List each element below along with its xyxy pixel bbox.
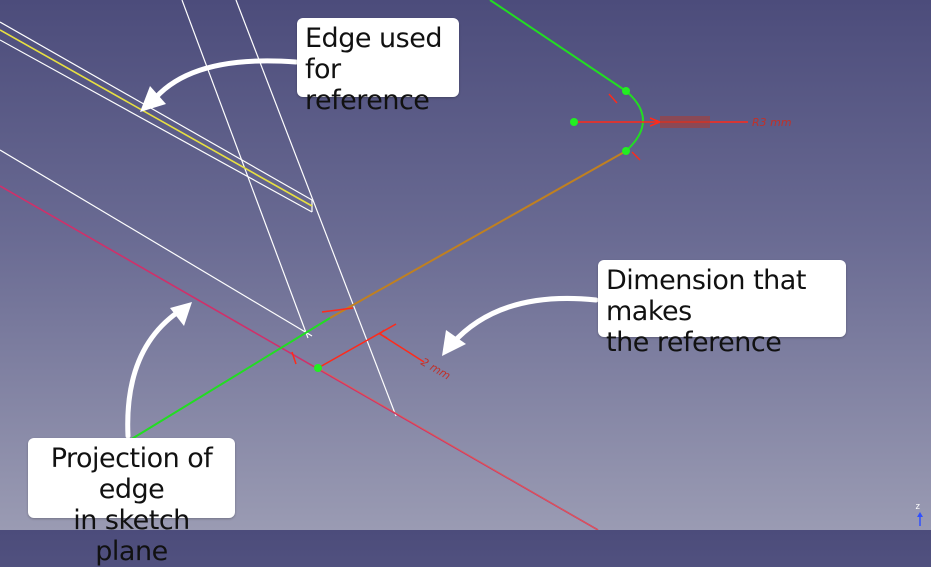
coincident-tick	[291, 351, 297, 365]
radius-dimension-label: R3 mm	[752, 116, 792, 129]
fillet-tick-bottom	[631, 151, 641, 161]
z-axis-label: z	[915, 502, 921, 512]
callout-dimension: Dimension that makes the reference	[598, 260, 846, 358]
sketch-line-bottom-upper	[329, 150, 627, 319]
arrow-projection	[125, 309, 181, 439]
arrowhead-projection	[170, 302, 192, 326]
reference-edge	[0, 29, 313, 207]
edge-upper-2	[0, 39, 313, 213]
sketch-points	[314, 87, 630, 372]
callout-edge-reference: Edge used for reference	[297, 18, 459, 116]
callout-arrowheads	[140, 86, 466, 356]
callout-projection: Projection of edge in sketch plane	[28, 438, 235, 567]
fillet-tick-top	[608, 93, 618, 104]
sketch-fillet-arc	[625, 90, 644, 152]
callout-edge-reference-line2: reference	[305, 85, 430, 116]
sketch-line-top	[489, 0, 627, 92]
arrow-dimension	[449, 295, 599, 347]
projection-point[interactable]	[314, 364, 322, 372]
callout-projection-line2: in sketch plane	[73, 505, 190, 567]
edge-lower	[0, 149, 313, 337]
arrow-edge-reference	[149, 58, 299, 105]
edge-vertical-2	[235, 0, 397, 417]
callout-arrows	[125, 58, 599, 439]
distance-dim-line	[379, 333, 425, 363]
red-extension-long	[317, 367, 599, 530]
callout-dimension-line1: Dimension that makes	[606, 265, 806, 327]
arc-start-point[interactable]	[622, 87, 630, 95]
callout-projection-line1: Projection of edge	[50, 443, 213, 505]
callout-dimension-line2: the reference	[606, 327, 782, 358]
distance-dimension	[291, 307, 599, 530]
axis-indicator: z	[913, 502, 927, 528]
callout-edge-reference-line1: Edge used for	[305, 23, 442, 85]
z-axis-arrow-icon	[917, 512, 923, 526]
distance-dimension-label: 2 mm	[419, 355, 453, 382]
arc-end-point[interactable]	[622, 147, 630, 155]
overlapping-labels	[660, 116, 710, 128]
arrowhead-edge-reference	[140, 86, 166, 112]
arrowhead-dimension	[442, 330, 466, 356]
arc-center-point[interactable]	[570, 118, 578, 126]
sketch-line-bottom	[129, 317, 331, 441]
edge-upper-1	[0, 21, 313, 201]
distance-arrow	[378, 329, 388, 339]
distance-extension-1	[321, 307, 354, 313]
